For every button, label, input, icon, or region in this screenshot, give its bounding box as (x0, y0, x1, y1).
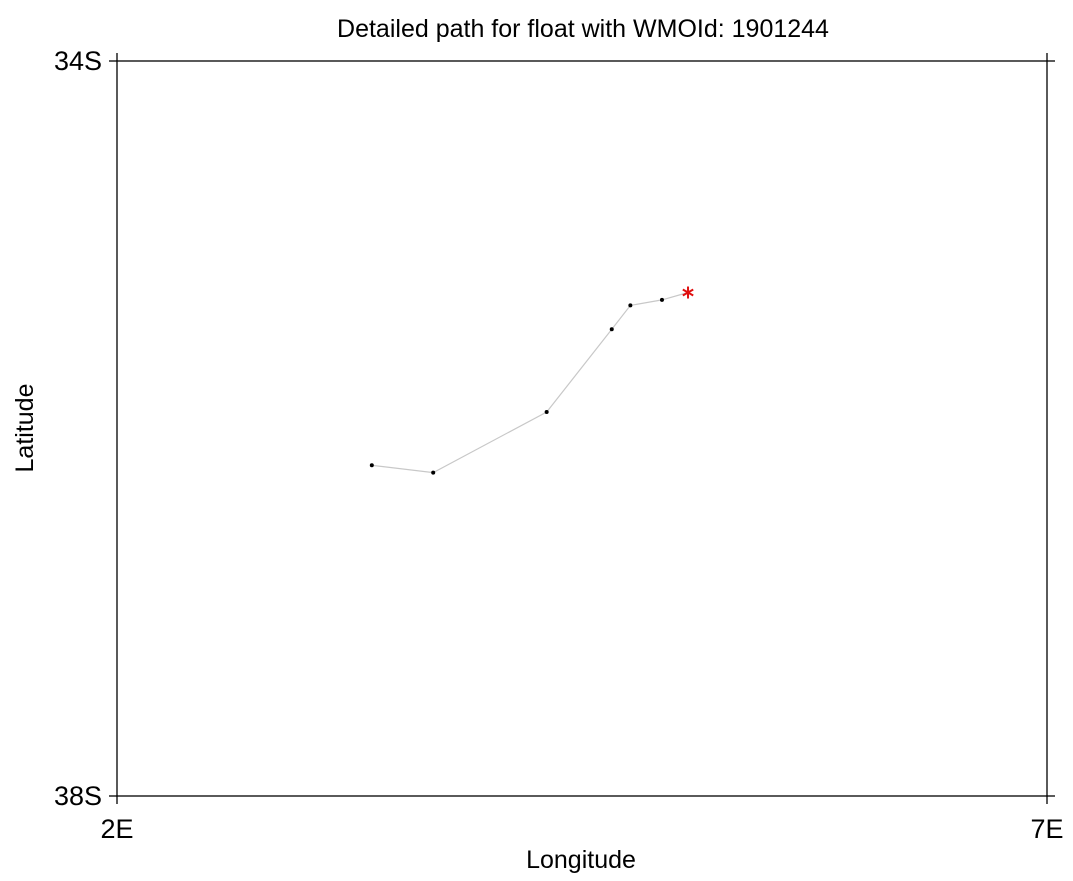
y-tick-label: 34S (54, 46, 102, 76)
float-position-point (431, 470, 436, 475)
float-path-line (371, 291, 689, 474)
float-position-point (609, 327, 614, 332)
plot-frame (116, 60, 1048, 797)
chart-title: Detailed path for float with WMOId: 1901… (337, 15, 829, 43)
float-position-point (544, 409, 549, 414)
y-tick-label: 38S (54, 781, 102, 811)
float-path (371, 291, 689, 474)
float-position-point (628, 303, 633, 308)
x-tick-label: 7E (1030, 814, 1063, 844)
x-axis-label: Longitude (526, 846, 636, 874)
y-axis-label: Latitude (11, 384, 39, 473)
x-tick-label: 2E (100, 814, 133, 844)
last-position-marker-stroke (682, 288, 694, 297)
float-position-point (659, 297, 664, 302)
float-position-point (369, 463, 374, 468)
tick-layer: 2E 7E 34S 38S (54, 46, 1064, 844)
last-position-marker (682, 286, 694, 299)
float-positions (369, 286, 694, 475)
